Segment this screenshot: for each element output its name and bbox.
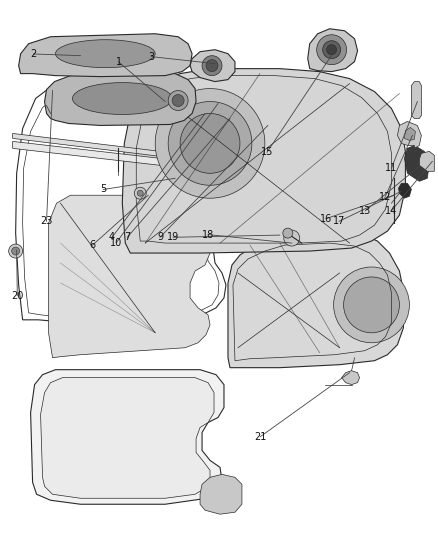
Polygon shape: [190, 50, 235, 82]
Circle shape: [206, 60, 218, 71]
Circle shape: [284, 230, 300, 246]
Text: 10: 10: [110, 238, 123, 248]
Text: 6: 6: [89, 240, 95, 251]
Polygon shape: [419, 151, 434, 171]
Circle shape: [283, 228, 293, 238]
Circle shape: [155, 88, 265, 198]
Text: 23: 23: [40, 216, 53, 227]
Text: 1: 1: [116, 57, 122, 67]
Text: 20: 20: [11, 290, 24, 301]
Text: 15: 15: [261, 147, 273, 157]
Text: 4: 4: [109, 232, 115, 243]
Text: 14: 14: [385, 206, 398, 216]
Circle shape: [343, 277, 399, 333]
Text: 12: 12: [379, 192, 391, 203]
Ellipse shape: [56, 40, 155, 68]
Circle shape: [168, 101, 252, 185]
Text: 11: 11: [385, 163, 398, 173]
Polygon shape: [13, 141, 160, 165]
Polygon shape: [31, 370, 224, 504]
Text: 13: 13: [359, 206, 371, 216]
Polygon shape: [228, 231, 403, 368]
Circle shape: [172, 94, 184, 107]
Polygon shape: [19, 34, 192, 77]
Circle shape: [327, 45, 337, 55]
Text: 5: 5: [100, 184, 106, 195]
Text: 3: 3: [148, 52, 154, 62]
Text: 19: 19: [167, 232, 179, 243]
Text: 2: 2: [30, 49, 36, 59]
Circle shape: [334, 267, 410, 343]
Circle shape: [323, 41, 341, 59]
Circle shape: [137, 190, 143, 196]
Text: 16: 16: [320, 214, 332, 224]
Text: 17: 17: [333, 216, 345, 227]
Polygon shape: [13, 133, 160, 156]
Circle shape: [317, 35, 346, 64]
Ellipse shape: [72, 83, 172, 115]
Polygon shape: [411, 82, 421, 118]
Circle shape: [202, 55, 222, 76]
Polygon shape: [308, 29, 357, 71]
Circle shape: [134, 187, 146, 199]
Polygon shape: [200, 474, 242, 514]
Circle shape: [180, 114, 240, 173]
Polygon shape: [122, 69, 406, 253]
Polygon shape: [397, 122, 421, 148]
Text: 18: 18: [202, 230, 214, 240]
Circle shape: [168, 91, 188, 110]
Circle shape: [12, 247, 20, 255]
Polygon shape: [41, 378, 214, 498]
Text: 9: 9: [157, 232, 163, 243]
Circle shape: [9, 244, 23, 258]
Text: 7: 7: [124, 232, 131, 243]
Polygon shape: [45, 71, 196, 125]
Polygon shape: [404, 146, 429, 181]
Polygon shape: [49, 195, 210, 358]
Text: 21: 21: [254, 432, 267, 441]
Polygon shape: [399, 183, 411, 198]
Polygon shape: [342, 370, 360, 385]
Polygon shape: [404, 127, 415, 140]
